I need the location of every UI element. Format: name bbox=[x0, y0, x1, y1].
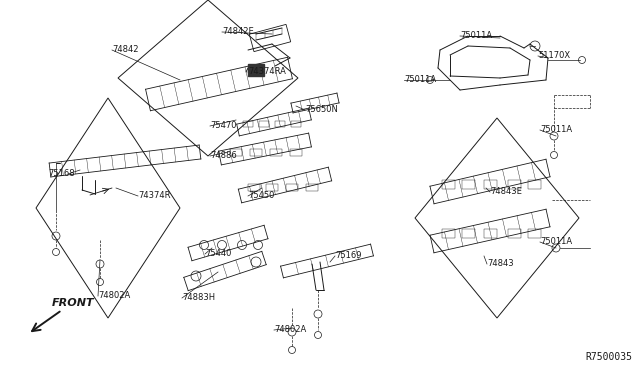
Text: 75011A: 75011A bbox=[404, 76, 436, 84]
Text: 74802A: 74802A bbox=[274, 326, 307, 334]
Text: 75450: 75450 bbox=[248, 192, 275, 201]
Text: 74886: 74886 bbox=[210, 151, 237, 160]
Text: 74883H: 74883H bbox=[182, 294, 215, 302]
Text: 75011A: 75011A bbox=[540, 237, 572, 247]
Text: 75011A: 75011A bbox=[540, 125, 572, 135]
Text: 75011A: 75011A bbox=[460, 32, 492, 41]
Text: 74843: 74843 bbox=[487, 260, 514, 269]
Text: 75650N: 75650N bbox=[305, 106, 338, 115]
Text: 75168: 75168 bbox=[48, 170, 75, 179]
Bar bbox=[248, 64, 264, 76]
Text: FRONT: FRONT bbox=[52, 298, 95, 308]
Text: 75470: 75470 bbox=[210, 122, 237, 131]
Text: 74802A: 74802A bbox=[98, 292, 131, 301]
Text: 75169: 75169 bbox=[335, 251, 362, 260]
Text: 74842E: 74842E bbox=[222, 28, 253, 36]
Text: 74374R: 74374R bbox=[138, 192, 170, 201]
Text: 74842: 74842 bbox=[112, 45, 138, 55]
Text: 74843E: 74843E bbox=[490, 187, 522, 196]
Text: 51170X: 51170X bbox=[538, 51, 570, 61]
Text: 74374RA: 74374RA bbox=[248, 67, 286, 77]
Text: R7500035: R7500035 bbox=[585, 352, 632, 362]
Text: 75440: 75440 bbox=[205, 250, 232, 259]
